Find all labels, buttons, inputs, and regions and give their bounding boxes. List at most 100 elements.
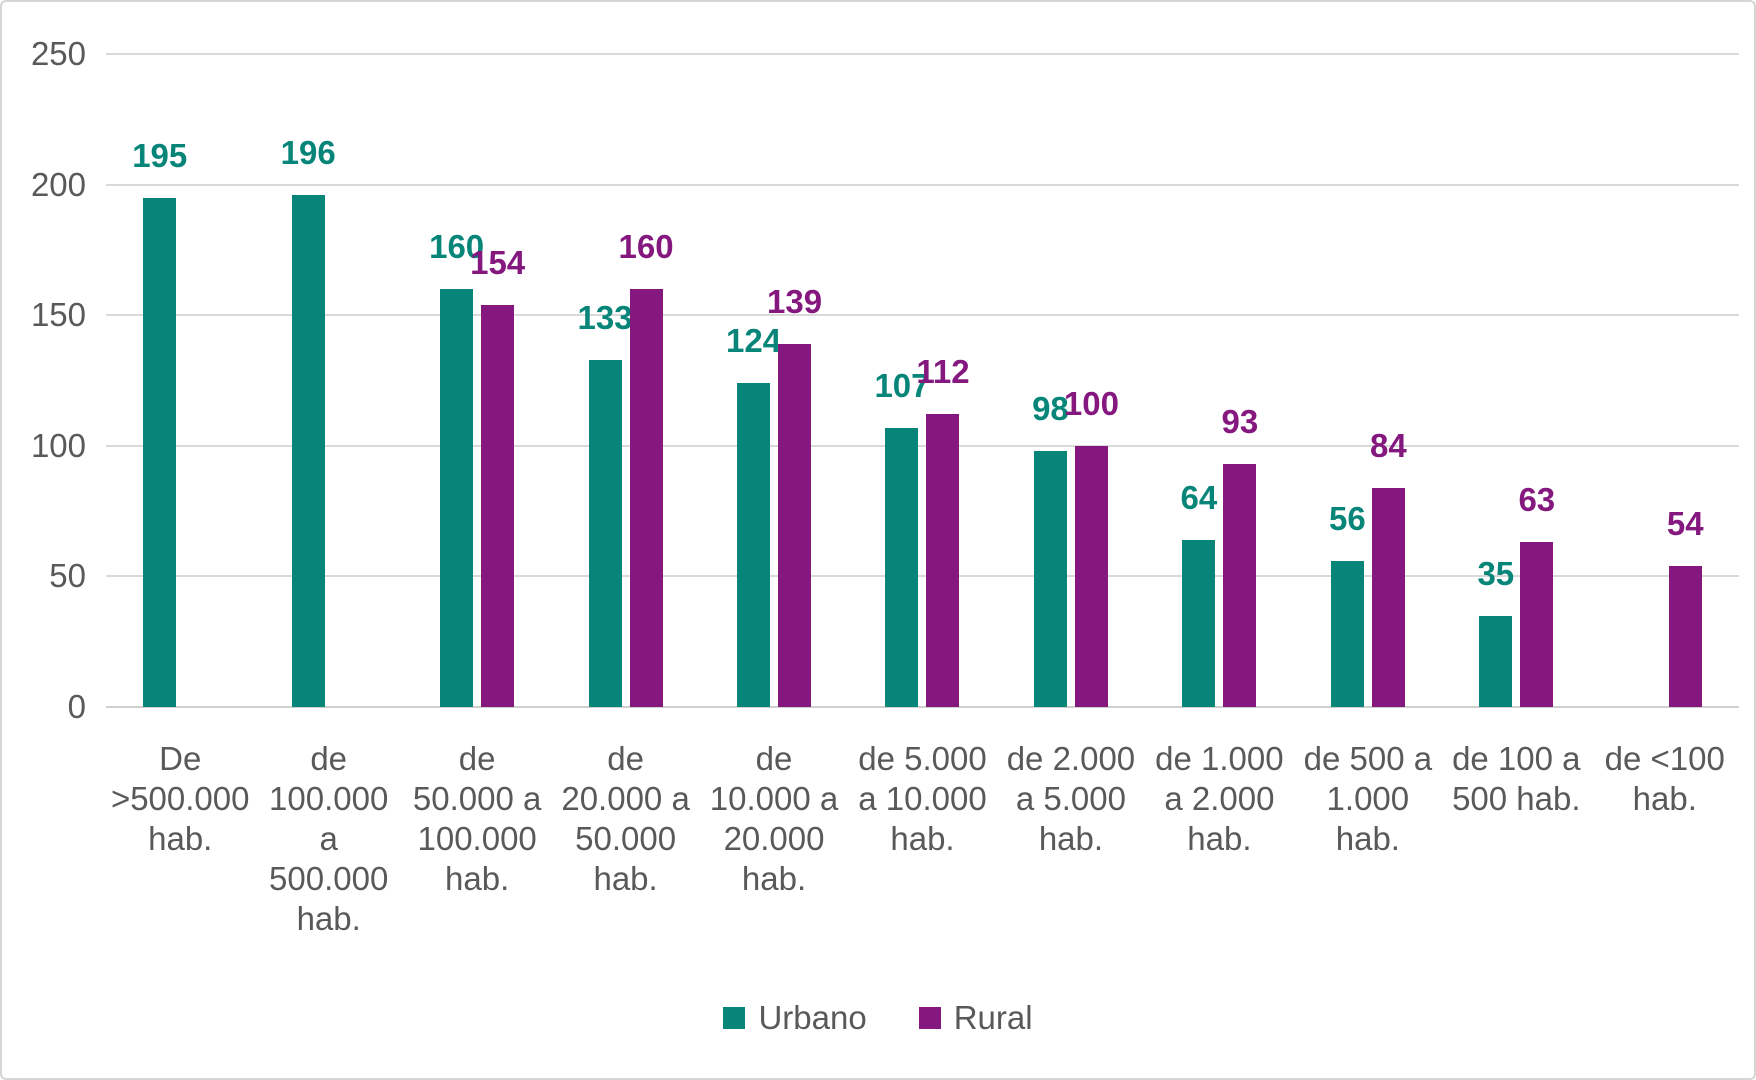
- y-tick-label: 250: [30, 35, 86, 72]
- legend-label: Rural: [953, 999, 1033, 1036]
- legend-label: Urbano: [758, 999, 867, 1036]
- bar-urbano: [588, 359, 622, 707]
- bar-value-label: 160: [429, 228, 485, 266]
- legend-item-urbano: Urbano: [723, 999, 867, 1037]
- bar-slot-rural: 93: [1221, 54, 1259, 707]
- x-tick-line: a 10.000: [858, 780, 987, 817]
- gridline: [106, 183, 1739, 186]
- bar-pair: 133 160: [551, 54, 699, 707]
- x-tick-line: 10.000 a: [709, 780, 839, 817]
- category-group: 64 93: [1145, 54, 1293, 707]
- x-tick-line: de: [310, 740, 348, 777]
- bar-slot-rural: 160: [619, 54, 674, 707]
- x-tick-label: de 10.000 a 20.000 hab.: [700, 739, 848, 939]
- x-tick-line: 50.000 a: [412, 780, 542, 817]
- x-tick-line: de 500 a: [1303, 740, 1433, 777]
- x-tick-line: hab.: [445, 860, 510, 897]
- bar-rural: [1074, 445, 1108, 707]
- plot-area: 195 196 160 154 133 160 124 139 107 112 98 100 64 93 5…: [106, 53, 1739, 708]
- bar-rural: [629, 289, 663, 707]
- x-tick-label: de 20.000 a 50.000 hab.: [551, 739, 699, 939]
- bar-value-label: 160: [618, 228, 674, 266]
- category-group: 124 139: [700, 54, 848, 707]
- bar-urbano: [143, 197, 177, 707]
- x-tick-line: 1.000: [1326, 780, 1410, 817]
- x-tick-line: hab.: [1632, 780, 1697, 817]
- x-tick-label: de 50.000 a 100.000 hab.: [403, 739, 551, 939]
- category-group: 54: [1591, 54, 1739, 707]
- bar-rural: [1520, 542, 1554, 707]
- bar-pair: 195: [106, 54, 254, 707]
- y-tick-label: 50: [49, 557, 86, 595]
- x-tick-line: de: [607, 740, 644, 777]
- gridline: [106, 444, 1739, 447]
- bar-value-label: 100: [1063, 384, 1119, 422]
- bar-value-label: 154: [470, 243, 526, 281]
- x-tick-label: de 100.000 a 500.000 hab.: [254, 739, 402, 939]
- x-tick-line: hab.: [1038, 820, 1104, 857]
- bar-pair: 64 93: [1145, 54, 1293, 707]
- x-tick-label: de 5.000 a 10.000 hab.: [848, 739, 996, 939]
- bar-slot-urbano: 56: [1329, 54, 1366, 707]
- x-tick-line: hab.: [1187, 820, 1252, 857]
- category-group: 160 154: [403, 54, 551, 707]
- x-tick-line: de 100 a: [1452, 740, 1581, 777]
- x-tick-label: De >500.000 hab.: [106, 739, 254, 939]
- x-tick-line: de 5.000: [858, 740, 987, 777]
- x-tick-line: hab.: [741, 860, 807, 897]
- bar-pair: 56 84: [1294, 54, 1442, 707]
- bar-slot-urbano: [1628, 54, 1661, 707]
- bar-urbano: [1182, 539, 1216, 707]
- bar-urbano: [440, 289, 474, 707]
- x-tick-line: 20.000: [723, 820, 825, 857]
- x-tick-line: de: [458, 740, 496, 777]
- x-tick-line: hab.: [296, 900, 361, 937]
- category-groups: 195 196 160 154 133 160 124 139 107 112 98 100 64 93 5…: [106, 54, 1739, 707]
- category-group: 107 112: [848, 54, 996, 707]
- bar-value-label: 195: [132, 136, 188, 174]
- bar-slot-urbano: 133: [578, 54, 633, 707]
- bar-slot-urbano: 124: [726, 54, 781, 707]
- x-tick-line: de: [755, 740, 793, 777]
- bar-rural: [926, 414, 960, 707]
- bar-value-label: 93: [1221, 403, 1259, 441]
- bar-rural: [778, 343, 812, 707]
- y-axis-labels: 0 50 100 150 200 250: [2, 35, 86, 725]
- x-tick-label: de 2.000 a 5.000 hab.: [997, 739, 1145, 939]
- x-tick-label: de 100 a 500 hab.: [1442, 739, 1590, 939]
- bar-pair: 124 139: [700, 54, 848, 707]
- x-axis-labels: De >500.000 hab. de 100.000 a 500.000 hab. de 50.…: [106, 739, 1739, 939]
- bar-urbano: [1479, 615, 1513, 707]
- legend-item-rural: Rural: [918, 999, 1033, 1037]
- bar-slot-urbano: 195: [132, 54, 187, 707]
- bar-rural: [1223, 464, 1257, 707]
- bar-slot-rural: 139: [767, 54, 822, 707]
- bar-rural: [1371, 487, 1405, 707]
- x-tick-line: a 2.000: [1164, 780, 1275, 817]
- x-tick-line: >500.000: [110, 780, 250, 817]
- bar-urbano: [737, 383, 771, 707]
- bar-slot-rural: 112: [916, 54, 970, 707]
- bar-pair: 35 63: [1442, 54, 1590, 707]
- legend-swatch-urbano: [723, 1007, 746, 1029]
- bar-value-label: 35: [1477, 554, 1515, 592]
- bar-slot-rural: 154: [470, 54, 525, 707]
- bar-slot-urbano: 35: [1477, 54, 1515, 707]
- gridline: [106, 314, 1739, 317]
- x-tick-line: hab.: [890, 820, 955, 857]
- x-tick-line: hab.: [1335, 820, 1400, 857]
- x-tick-line: 50.000: [575, 820, 677, 857]
- category-group: 98 100: [997, 54, 1145, 707]
- x-tick-line: de 1.000: [1155, 740, 1284, 777]
- bar-slot-urbano: 64: [1180, 54, 1218, 707]
- bar-urbano: [1033, 451, 1067, 707]
- bar-urbano: [291, 195, 325, 707]
- x-tick-line: De: [159, 740, 202, 777]
- bar-slot-rural: 63: [1518, 54, 1555, 707]
- category-group: 56 84: [1294, 54, 1442, 707]
- bar-slot-rural: [333, 54, 366, 707]
- bar-value-label: 54: [1666, 504, 1704, 542]
- bar-slot-rural: 54: [1666, 54, 1704, 707]
- bar-value-label: 64: [1180, 478, 1218, 516]
